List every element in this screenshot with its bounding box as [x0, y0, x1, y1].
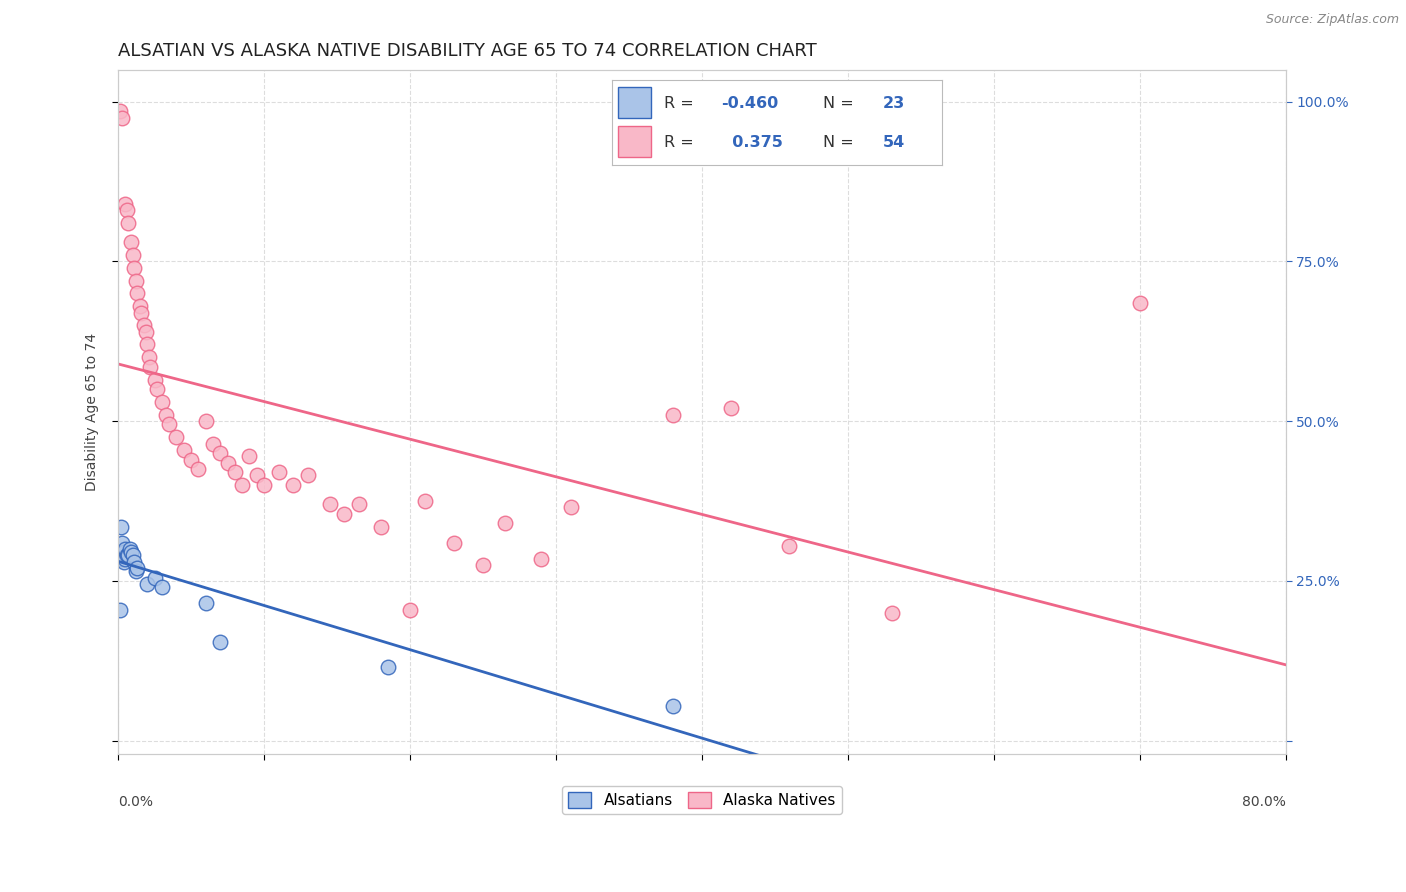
Text: ALSATIAN VS ALASKA NATIVE DISABILITY AGE 65 TO 74 CORRELATION CHART: ALSATIAN VS ALASKA NATIVE DISABILITY AGE…: [118, 42, 817, 60]
Point: [661, 698, 683, 713]
FancyBboxPatch shape: [619, 87, 651, 118]
Point: [297, 468, 319, 483]
Point: [134, 318, 156, 333]
Point: [114, 551, 136, 566]
Point: [318, 497, 340, 511]
Point: [110, 519, 132, 533]
Text: Source: ZipAtlas.com: Source: ZipAtlas.com: [1265, 13, 1399, 27]
Point: [114, 197, 136, 211]
Point: [560, 500, 582, 515]
Point: [108, 104, 131, 119]
Point: [111, 551, 134, 566]
Point: [180, 452, 202, 467]
Text: 80.0%: 80.0%: [1241, 795, 1285, 808]
Point: [194, 414, 217, 428]
Point: [209, 634, 232, 648]
Point: [530, 551, 553, 566]
Point: [125, 561, 148, 575]
Legend: Alsatians, Alaska Natives: Alsatians, Alaska Natives: [562, 786, 842, 814]
Point: [224, 465, 246, 479]
Point: [124, 565, 146, 579]
Point: [472, 558, 495, 572]
FancyBboxPatch shape: [619, 126, 651, 157]
Point: [111, 111, 134, 125]
Text: N =: N =: [823, 95, 859, 111]
Point: [118, 541, 141, 556]
Point: [120, 235, 142, 250]
Point: [136, 577, 159, 591]
Text: 0.375: 0.375: [721, 135, 783, 150]
Text: R =: R =: [665, 135, 699, 150]
Point: [779, 539, 801, 553]
Point: [120, 545, 142, 559]
Point: [139, 359, 162, 374]
Point: [150, 395, 173, 409]
Point: [267, 465, 290, 479]
Point: [413, 494, 436, 508]
Point: [114, 541, 136, 556]
Point: [370, 519, 392, 533]
Point: [194, 596, 217, 610]
Text: 54: 54: [883, 135, 905, 150]
Point: [333, 507, 356, 521]
Point: [165, 430, 187, 444]
Point: [253, 478, 276, 492]
Text: R =: R =: [665, 95, 699, 111]
Point: [283, 478, 305, 492]
Point: [1129, 296, 1152, 310]
Point: [112, 555, 135, 569]
Point: [217, 456, 239, 470]
Point: [246, 468, 269, 483]
Point: [129, 299, 152, 313]
Point: [117, 549, 139, 563]
Point: [150, 580, 173, 594]
Point: [143, 373, 166, 387]
Point: [117, 216, 139, 230]
Point: [124, 274, 146, 288]
Point: [209, 446, 232, 460]
Point: [115, 549, 138, 563]
Point: [135, 325, 157, 339]
Point: [136, 337, 159, 351]
Point: [661, 408, 683, 422]
Point: [115, 203, 138, 218]
Text: 23: 23: [883, 95, 905, 111]
Point: [347, 497, 370, 511]
Point: [143, 571, 166, 585]
Point: [443, 535, 465, 549]
Point: [138, 351, 160, 365]
Point: [125, 286, 148, 301]
Point: [112, 545, 135, 559]
Point: [494, 516, 516, 531]
Point: [121, 549, 143, 563]
Point: [377, 660, 399, 674]
Point: [157, 417, 180, 432]
Text: N =: N =: [823, 135, 859, 150]
Text: -0.460: -0.460: [721, 95, 778, 111]
Point: [187, 462, 209, 476]
Y-axis label: Disability Age 65 to 74: Disability Age 65 to 74: [86, 333, 100, 491]
Point: [111, 535, 134, 549]
Point: [173, 442, 195, 457]
Point: [155, 408, 177, 422]
Point: [238, 450, 260, 464]
Point: [122, 260, 145, 275]
Text: 0.0%: 0.0%: [118, 795, 153, 808]
Point: [231, 478, 253, 492]
Point: [121, 248, 143, 262]
Point: [399, 603, 422, 617]
Point: [131, 305, 153, 319]
Point: [720, 401, 742, 416]
Point: [880, 606, 903, 620]
Point: [108, 603, 131, 617]
Point: [146, 382, 169, 396]
Point: [122, 555, 145, 569]
Point: [201, 436, 224, 450]
